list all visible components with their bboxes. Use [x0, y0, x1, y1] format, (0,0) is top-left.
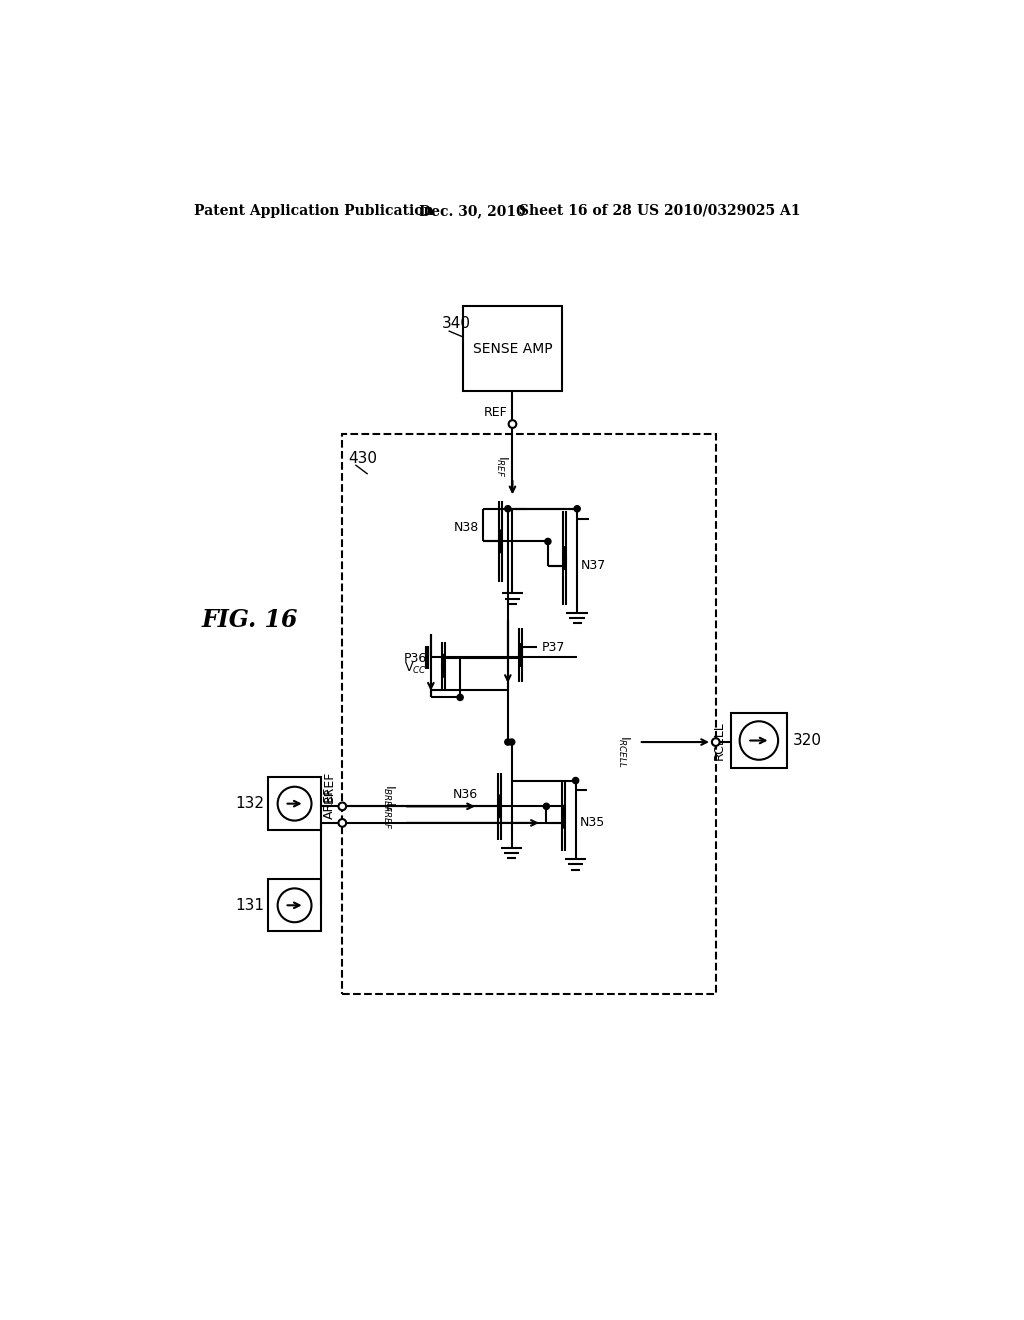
Bar — [268, 879, 321, 932]
Text: 320: 320 — [793, 733, 821, 748]
Bar — [342, 434, 716, 994]
Circle shape — [457, 694, 463, 701]
Text: RCELL: RCELL — [713, 721, 726, 760]
Circle shape — [545, 539, 551, 545]
Text: I$_{RCELL}$: I$_{RCELL}$ — [615, 735, 631, 768]
Text: Sheet 16 of 28: Sheet 16 of 28 — [519, 203, 632, 218]
Text: I$_{AREF}$: I$_{AREF}$ — [381, 801, 396, 829]
Text: REF: REF — [484, 407, 508, 418]
Text: 132: 132 — [236, 796, 264, 812]
Circle shape — [339, 818, 346, 826]
Bar — [268, 777, 321, 830]
Text: I$_{REF}$: I$_{REF}$ — [495, 455, 509, 478]
Text: Dec. 30, 2010: Dec. 30, 2010 — [419, 203, 526, 218]
Text: SENSE AMP: SENSE AMP — [473, 342, 552, 355]
Text: V$_{CC}$: V$_{CC}$ — [404, 661, 427, 676]
Text: 131: 131 — [236, 898, 264, 913]
Text: P36: P36 — [403, 652, 427, 665]
Text: US 2010/0329025 A1: US 2010/0329025 A1 — [637, 203, 801, 218]
Circle shape — [544, 804, 550, 809]
Circle shape — [572, 777, 579, 784]
Circle shape — [739, 721, 778, 760]
Circle shape — [505, 739, 511, 744]
Text: N37: N37 — [581, 560, 606, 573]
Text: FIG. 16: FIG. 16 — [202, 609, 298, 632]
Text: 340: 340 — [441, 317, 471, 331]
Circle shape — [509, 420, 516, 428]
Text: BREF: BREF — [324, 770, 336, 803]
Text: N36: N36 — [453, 788, 478, 801]
Text: AREF: AREF — [324, 787, 336, 818]
Bar — [463, 306, 562, 391]
Text: 430: 430 — [348, 451, 378, 466]
Circle shape — [278, 787, 311, 821]
Text: N38: N38 — [454, 521, 478, 535]
Circle shape — [509, 739, 515, 744]
Circle shape — [278, 888, 311, 923]
Bar — [731, 713, 786, 768]
Text: Patent Application Publication: Patent Application Publication — [194, 203, 433, 218]
Text: P37: P37 — [542, 640, 565, 653]
Circle shape — [339, 803, 346, 810]
Text: N35: N35 — [580, 816, 605, 829]
Circle shape — [574, 506, 581, 512]
Circle shape — [505, 506, 511, 512]
Circle shape — [712, 738, 720, 746]
Text: I$_{BREF}$: I$_{BREF}$ — [381, 784, 396, 813]
